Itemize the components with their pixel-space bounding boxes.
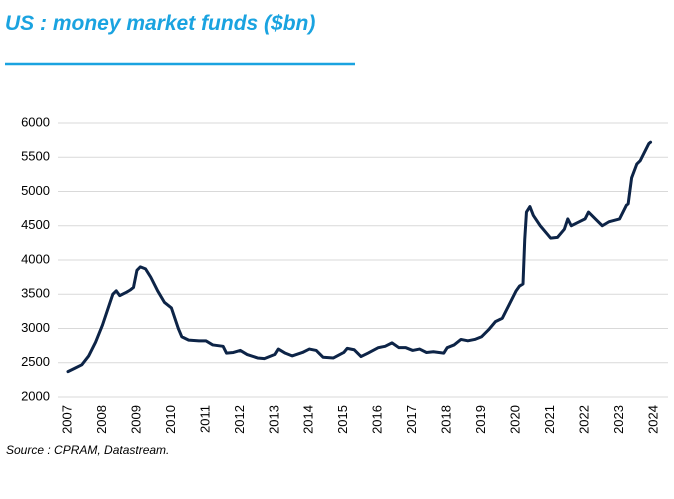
x-tick-label: 2015: [335, 405, 350, 434]
x-tick-label: 2011: [197, 405, 212, 433]
x-tick-label: 2018: [439, 405, 454, 434]
y-tick-label: 5500: [21, 149, 50, 164]
x-tick-label: 2008: [94, 405, 109, 434]
x-tick-label: 2012: [232, 405, 247, 434]
x-tick-label: 2021: [542, 405, 557, 434]
x-tick-label: 2020: [508, 405, 523, 434]
x-tick-label: 2016: [370, 405, 385, 434]
y-tick-label: 2500: [21, 354, 50, 369]
data-line: [66, 140, 653, 374]
y-tick-label: 4000: [21, 251, 50, 266]
chart-title: US : money market funds ($bn): [5, 12, 315, 35]
x-tick-label: 2014: [301, 405, 316, 434]
y-tick-label: 3500: [21, 286, 50, 301]
y-tick-label: 2000: [21, 388, 50, 403]
y-tick-label: 6000: [21, 114, 50, 129]
y-tick-label: 5000: [21, 183, 50, 198]
y-tick-label: 3000: [21, 320, 50, 335]
x-tick-label: 2013: [266, 405, 281, 434]
x-tick-label: 2017: [404, 405, 419, 434]
x-tick-label: 2022: [576, 405, 591, 434]
source-note: Source : CPRAM, Datastream.: [6, 443, 169, 457]
x-tick-label: 2024: [645, 405, 660, 434]
x-tick-label: 2019: [473, 405, 488, 434]
x-tick-label: 2023: [611, 405, 626, 434]
x-tick-label: 2007: [59, 405, 74, 434]
x-tick-label: 2010: [163, 405, 178, 434]
x-tick-label: 2009: [128, 405, 143, 434]
y-tick-label: 4500: [21, 217, 50, 232]
